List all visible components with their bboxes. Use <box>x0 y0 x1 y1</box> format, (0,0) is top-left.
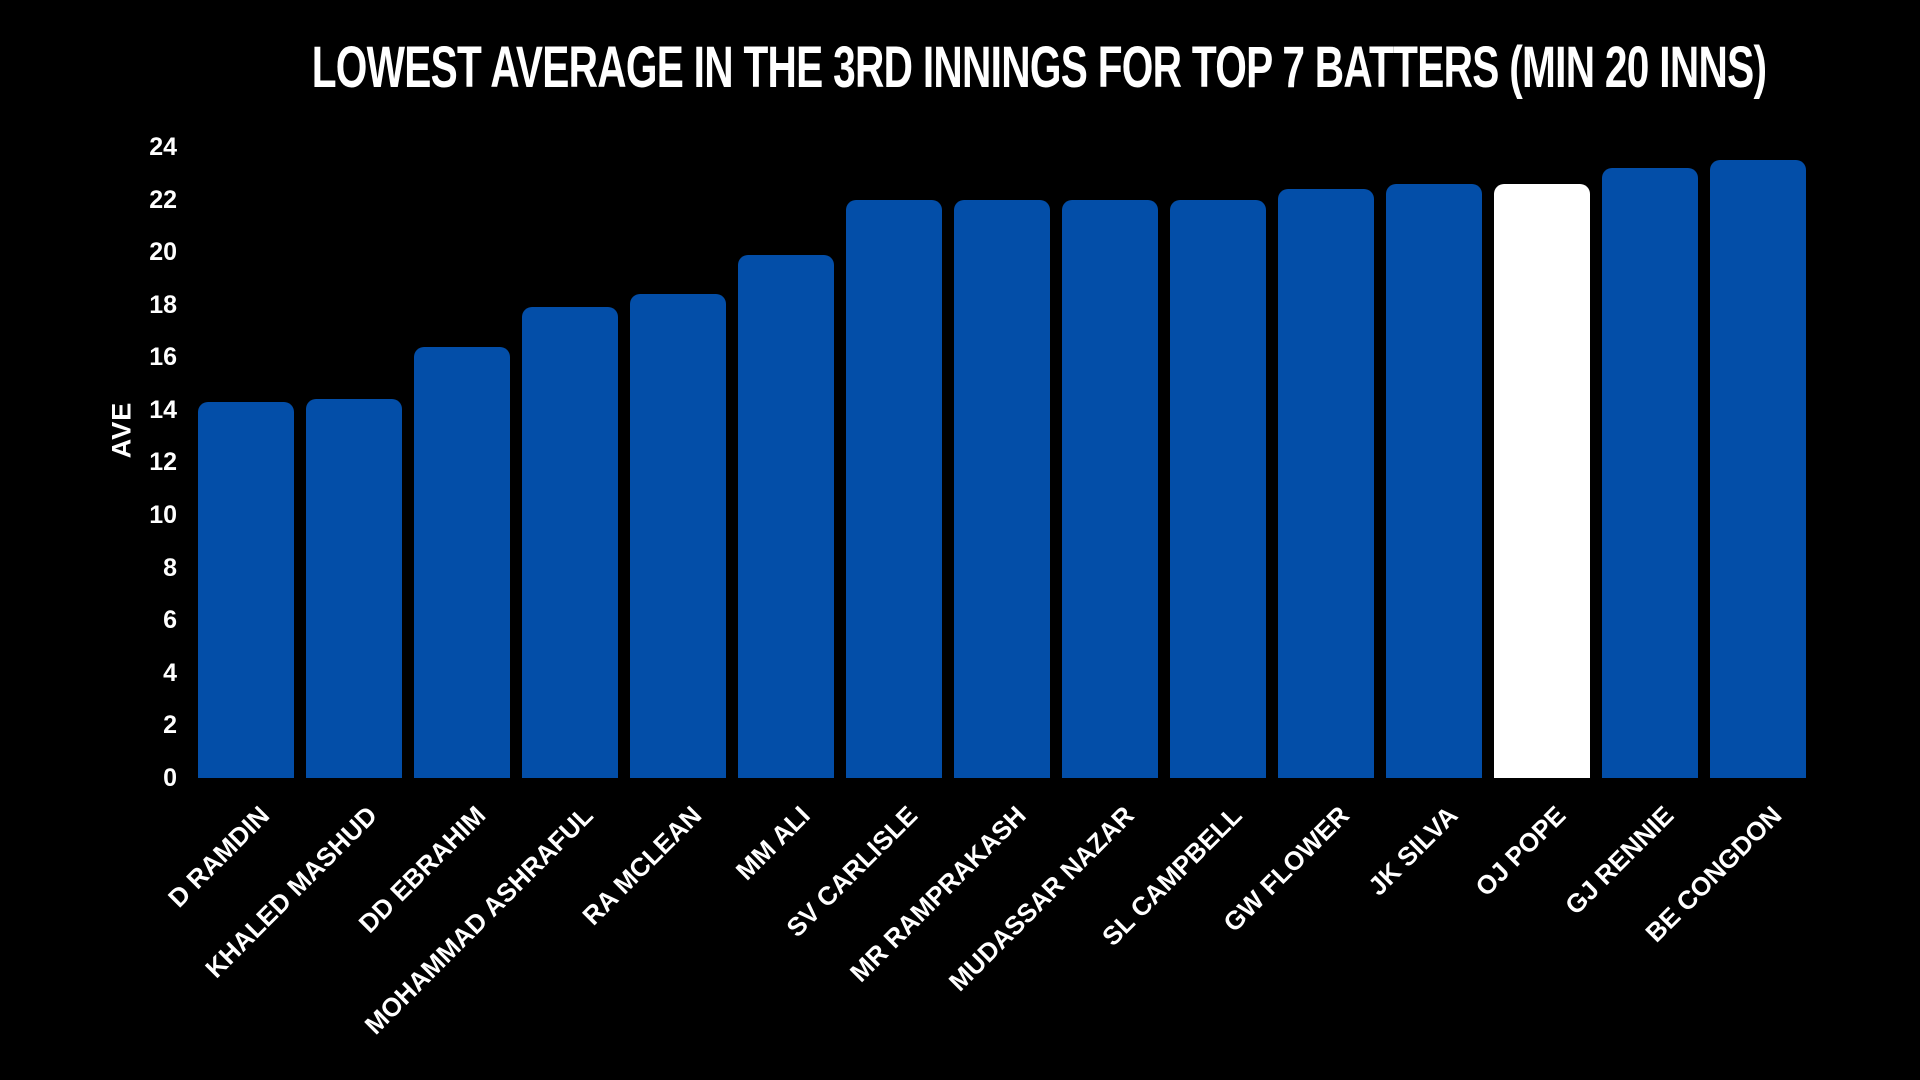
x-axis-label-mr-ramprakash: MR RAMPRAKASH <box>843 800 1032 988</box>
y-tick-label-6: 6 <box>163 606 177 635</box>
bar-dd-ebrahim <box>414 346 510 778</box>
bar-mudassar-nazar <box>1062 199 1158 778</box>
y-tick-label-10: 10 <box>149 501 177 530</box>
bar-khaled-mashud <box>306 399 402 778</box>
y-tick-label-24: 24 <box>149 132 177 161</box>
bar-oj-pope <box>1494 183 1590 778</box>
bar-gw-flower <box>1278 189 1374 778</box>
y-tick-label-2: 2 <box>163 711 177 740</box>
bar-mr-ramprakash <box>954 199 1050 778</box>
bar-mm-ali <box>738 254 834 778</box>
bar-sv-carlisle <box>846 199 942 778</box>
y-tick-label-4: 4 <box>163 658 177 687</box>
bar-ra-mclean <box>630 294 726 778</box>
bar-jk-silva <box>1386 183 1482 778</box>
x-axis-label-jk-silva: JK SILVA <box>1361 800 1464 902</box>
y-tick-label-12: 12 <box>149 448 177 477</box>
bar-gj-rennie <box>1602 168 1698 778</box>
y-tick-label-22: 22 <box>149 185 177 214</box>
x-axis-label-mm-ali: MM ALI <box>729 800 816 886</box>
y-tick-label-8: 8 <box>163 553 177 582</box>
y-tick-label-14: 14 <box>149 395 177 424</box>
x-axis-label-mudassar-nazar: MUDASSAR NAZAR <box>942 800 1140 997</box>
x-axis-label-mohammad-ashraful: MOHAMMAD ASHRAFUL <box>359 800 600 1041</box>
y-tick-label-20: 20 <box>149 238 177 267</box>
bar-mohammad-ashraful <box>522 307 618 778</box>
bar-d-ramdin <box>198 402 294 778</box>
chart-title-text: LOWEST AVERAGE IN THE 3RD INNINGS FOR TO… <box>311 35 1767 100</box>
chart-title: LOWEST AVERAGE IN THE 3RD INNINGS FOR TO… <box>0 34 1920 101</box>
x-axis-label-d-ramdin: D RAMDIN <box>162 800 276 914</box>
bar-sl-campbell <box>1170 199 1266 778</box>
x-axis-label-gj-rennie: GJ RENNIE <box>1558 800 1680 921</box>
bar-be-congdon <box>1710 160 1806 778</box>
y-tick-label-18: 18 <box>149 290 177 319</box>
x-axis-label-oj-pope: OJ POPE <box>1469 800 1572 902</box>
y-tick-label-16: 16 <box>149 343 177 372</box>
y-tick-label-0: 0 <box>163 764 177 792</box>
